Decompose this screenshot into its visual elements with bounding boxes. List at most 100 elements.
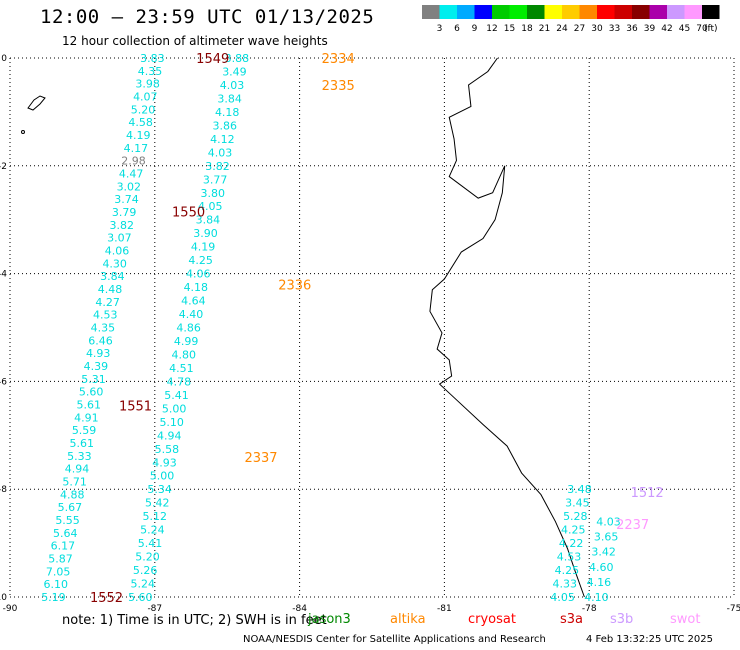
legend-label: 39 — [644, 24, 656, 34]
wave-height-value: 4.94 — [157, 429, 182, 442]
lat-tick-label: -10 — [0, 593, 7, 603]
wave-height-value: 5.34 — [147, 483, 172, 496]
wave-height-value: 5.33 — [67, 450, 92, 463]
wave-height-value: 3.80 — [200, 187, 225, 200]
satellite-label-s3a: s3a — [560, 612, 584, 627]
wave-height-value: 4.39 — [84, 360, 109, 373]
wave-height-value: 4.78 — [167, 375, 192, 388]
legend-label: 6 — [454, 24, 460, 34]
legend-swatch — [579, 5, 597, 19]
wave-height-value: 4.40 — [179, 308, 204, 321]
legend-swatch — [684, 5, 702, 19]
legend-label: 45 — [679, 24, 690, 34]
wave-height-value: 5.61 — [69, 437, 94, 450]
wave-height-value: 5.60 — [79, 386, 104, 399]
island-outline — [27, 95, 46, 111]
lat-tick-label: -8 — [0, 485, 7, 495]
legend-label: 36 — [626, 24, 638, 34]
wave-height-value: 6.10 — [44, 578, 69, 591]
satellite-label-jason3: jason3 — [308, 612, 351, 627]
wave-height-value: 4.86 — [176, 322, 201, 335]
wave-height-value: 4.19 — [191, 241, 216, 254]
wave-height-value: 5.28 — [563, 510, 588, 523]
wave-height-value: 3.74 — [114, 193, 139, 206]
wave-height-value: 4.91 — [74, 411, 99, 424]
island-outline — [21, 130, 25, 134]
orbit-number-label: 1512 — [631, 486, 664, 501]
wave-height-value: 4.99 — [174, 335, 199, 348]
orbit-number-label: 1550 — [172, 206, 205, 221]
wave-height-value: 4.30 — [102, 257, 127, 270]
wave-height-map: -90-87-84-81-78-750-2-4-6-8-103.834.353.… — [0, 52, 740, 612]
wave-height-value: 4.19 — [126, 129, 151, 142]
legend-swatch — [492, 5, 510, 19]
wave-height-value: 4.27 — [95, 296, 120, 309]
wave-height-value: 5.87 — [48, 553, 73, 566]
wave-height-value: 6.17 — [51, 540, 76, 553]
legend-swatch — [509, 5, 527, 19]
legend-label: 33 — [609, 24, 620, 34]
wave-height-value: 7.05 — [46, 565, 71, 578]
wave-height-value: 3.79 — [112, 206, 137, 219]
wave-height-value: 5.24 — [130, 578, 155, 591]
wave-height-value: 4.60 — [589, 561, 614, 574]
wave-height-value: 4.05 — [198, 200, 223, 213]
wave-height-value: 3.77 — [203, 173, 228, 186]
wave-height-value: 5.00 — [162, 402, 187, 415]
wave-height-value: 3.84 — [196, 214, 221, 227]
legend-unit: (ft) — [704, 24, 718, 34]
wave-height-value: 5.41 — [138, 537, 163, 550]
legend-label: 18 — [521, 24, 533, 34]
wave-height-value: 4.06 — [186, 268, 211, 281]
legend-label: 9 — [472, 24, 478, 34]
legend-swatch — [702, 5, 720, 19]
orbit-number-label: 1552 — [90, 591, 123, 606]
wave-height-value: 5.55 — [55, 514, 80, 527]
legend-label: 42 — [661, 24, 672, 34]
wave-height-value: 5.20 — [135, 551, 160, 564]
lon-tick-label: -84 — [292, 604, 307, 612]
lon-tick-label: -90 — [3, 604, 18, 612]
satellite-label-cryosat: cryosat — [468, 612, 516, 627]
wave-height-value: 4.93 — [152, 456, 177, 469]
wave-height-value: 4.51 — [169, 362, 194, 375]
wave-height-value: 3.90 — [193, 227, 218, 240]
wave-height-value: 3.02 — [117, 180, 142, 193]
wave-height-value: 5.12 — [143, 510, 168, 523]
wave-height-value: 5.31 — [81, 373, 106, 386]
lon-tick-label: -78 — [582, 604, 597, 612]
orbit-number-label: 2337 — [244, 451, 277, 466]
legend-swatch — [544, 5, 562, 19]
legend-label: 70 — [696, 24, 708, 34]
map-title: 12:00 — 23:59 UTC 01/13/2025 — [40, 6, 375, 28]
wave-height-value: 4.03 — [596, 516, 621, 529]
wave-height-value: 3.83 — [140, 52, 165, 65]
wave-height-value: 4.53 — [93, 309, 118, 322]
generation-timestamp: 4 Feb 13:32:25 UTC 2025 — [586, 634, 713, 645]
legend-swatch — [474, 5, 492, 19]
legend-swatch — [422, 5, 440, 19]
wave-height-value: 4.88 — [60, 488, 85, 501]
satellite-label-s3b: s3b — [610, 612, 634, 627]
wave-height-value: 3.07 — [107, 232, 132, 245]
lon-tick-label: -81 — [437, 604, 452, 612]
legend-swatch — [667, 5, 685, 19]
wave-height-value: 4.22 — [559, 537, 584, 550]
wave-height-value: 4.94 — [65, 463, 90, 476]
wave-height-value: 5.59 — [72, 424, 97, 437]
map-subtitle: 12 hour collection of altimeter wave hei… — [62, 34, 328, 48]
wave-height-value: 4.07 — [133, 91, 158, 104]
wave-height-value: 4.10 — [584, 591, 609, 604]
wave-height-value: 4.17 — [124, 142, 149, 155]
wave-height-value: 3.84 — [217, 92, 242, 105]
orbit-number-label: 2237 — [616, 518, 649, 533]
wave-height-value: 4.18 — [184, 281, 209, 294]
wave-height-value: 5.60 — [128, 591, 153, 604]
lon-tick-label: -87 — [147, 604, 162, 612]
orbit-number-label: 1549 — [196, 52, 229, 67]
legend-swatch — [614, 5, 632, 19]
wave-height-value: 3.49 — [222, 65, 247, 78]
legend-swatch — [649, 5, 667, 19]
satellite-label-altika: altika — [390, 612, 426, 627]
wave-height-value: 4.05 — [550, 591, 575, 604]
